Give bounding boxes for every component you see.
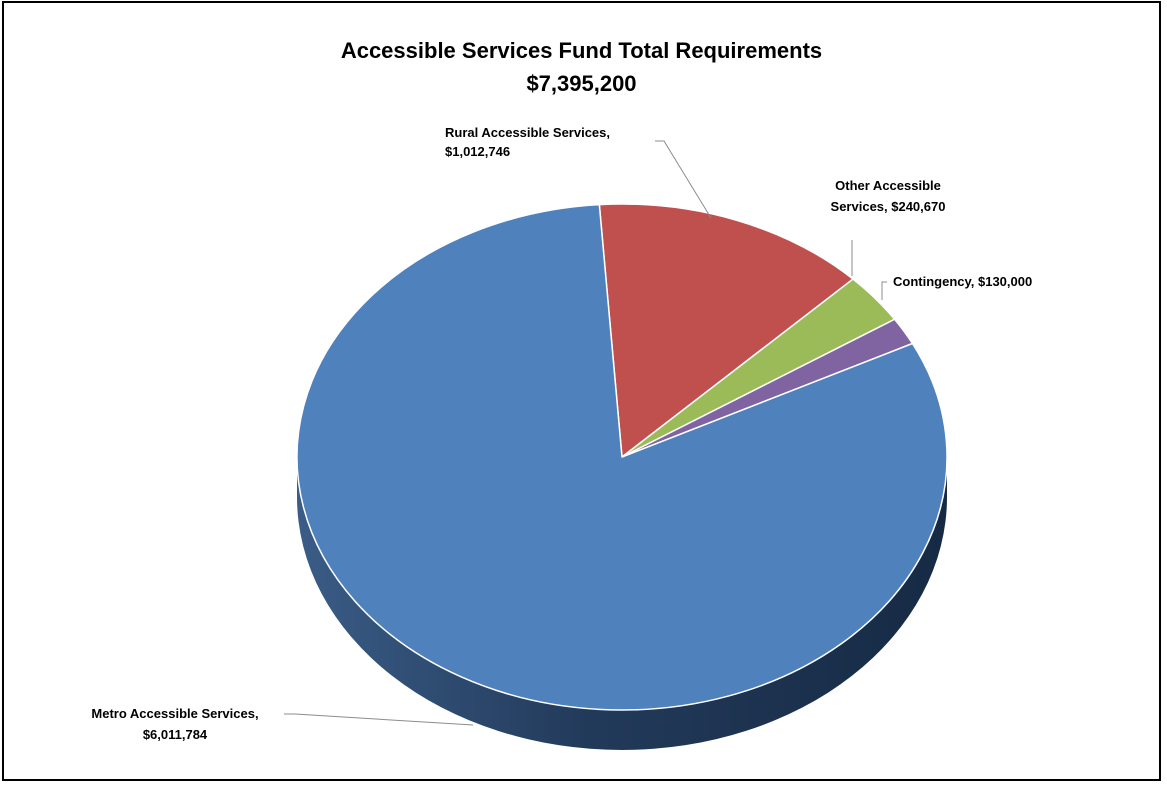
leader-line-metro-accessible-services [284,713,474,726]
leader-line-rural-accessible-services [655,140,712,219]
data-label-other-accessible-services: Other Accessible Services, $240,670 [831,178,946,214]
pie-slice-rural-accessible-services [598,203,854,458]
leader-line-contingency [881,281,887,300]
pie-slice-metro-accessible-services [296,203,948,711]
data-label-metro-accessible-services: Metro Accessible Services, $6,011,784 [91,706,258,742]
data-label-rural-accessible-services: Rural Accessible Services, $1,012,746 [445,125,610,159]
data-label-contingency: Contingency, $130,000 [893,274,1032,289]
chart-title: Accessible Services Fund Total Requireme… [340,38,823,63]
chart-subtitle: $7,395,200 [526,71,637,96]
